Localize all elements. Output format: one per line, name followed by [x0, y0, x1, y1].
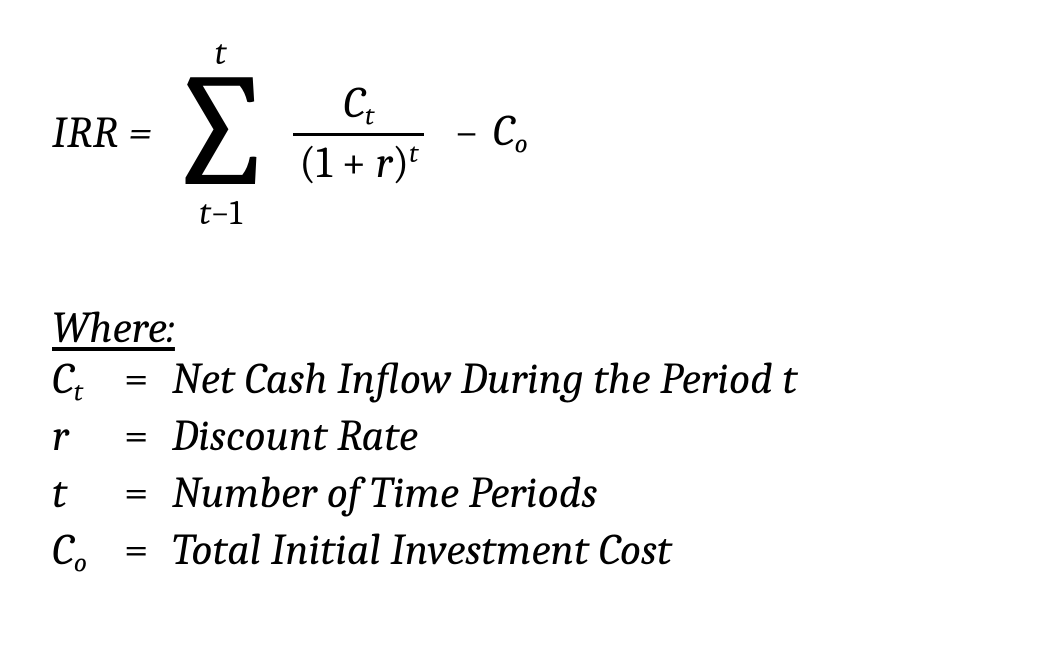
legend-sym-t-base: t — [52, 467, 67, 518]
legend-sym-r: r — [52, 409, 124, 466]
legend-def-Co: Total Initial Investment Cost — [172, 523, 672, 577]
legend-sym-Co-base: C — [52, 524, 74, 575]
equals-sign: = — [129, 111, 152, 155]
sigma-lower-one: 1 — [230, 193, 242, 233]
den-plus: + — [332, 137, 376, 188]
sigma-lower-limit: t−1 — [199, 196, 242, 230]
minus-sign: − — [454, 111, 478, 155]
sigma-lower-minus: − — [211, 193, 230, 233]
legend-def-t: Number of Time Periods — [172, 466, 597, 520]
legend-row-Co: Co = Total Initial Investment Cost — [52, 523, 1015, 580]
num-C: C — [343, 77, 365, 128]
legend-sym-r-base: r — [52, 410, 69, 461]
legend-eq-3: = — [124, 523, 172, 577]
fraction-denominator: (1 + r)t — [293, 136, 424, 185]
legend-def-Ct: Net Cash Inflow During the Period t — [172, 352, 797, 406]
tail-C: C — [493, 105, 515, 156]
legend-sym-Ct: Ct — [52, 352, 124, 409]
legend-sym-Ct-sub: t — [74, 376, 83, 408]
legend-eq-1: = — [124, 409, 172, 463]
sigma: t ∑ t−1 — [164, 36, 277, 230]
legend-sym-t: t — [52, 466, 124, 523]
den-one: 1 — [316, 137, 332, 188]
den-r: r — [376, 137, 393, 188]
fraction-numerator: Ct — [337, 81, 380, 134]
where-label: Where: — [52, 306, 175, 350]
fraction: Ct (1 + r)t — [293, 81, 424, 186]
legend-sym-Ct-base: C — [52, 353, 74, 404]
num-sub-t: t — [365, 99, 374, 131]
formula-document: IRR = t ∑ t−1 Ct (1 + r)t − Co Where: — [0, 0, 1055, 580]
sigma-lower-t: t — [199, 193, 211, 233]
sigma-glyph: ∑ — [164, 64, 277, 200]
formula-lhs: IRR — [52, 111, 119, 155]
legend-row-Ct: Ct = Net Cash Inflow During the Period t — [52, 352, 1015, 409]
tail-sub-o: o — [515, 127, 528, 159]
legend-def-r: Discount Rate — [172, 409, 418, 463]
den-close: ) — [392, 137, 409, 188]
legend-row-t: t = Number of Time Periods — [52, 466, 1015, 523]
legend: Where: Ct = Net Cash Inflow During the P… — [52, 306, 1015, 580]
den-sup-t: t — [409, 137, 418, 169]
den-open: ( — [299, 137, 316, 188]
legend-eq-2: = — [124, 466, 172, 520]
initial-cost-term: Co — [493, 109, 528, 158]
legend-sym-Co-sub: o — [74, 546, 87, 578]
legend-row-r: r = Discount Rate — [52, 409, 1015, 466]
irr-formula: IRR = t ∑ t−1 Ct (1 + r)t − Co — [52, 18, 1015, 248]
legend-sym-Co: Co — [52, 523, 124, 580]
legend-eq-0: = — [124, 352, 172, 406]
